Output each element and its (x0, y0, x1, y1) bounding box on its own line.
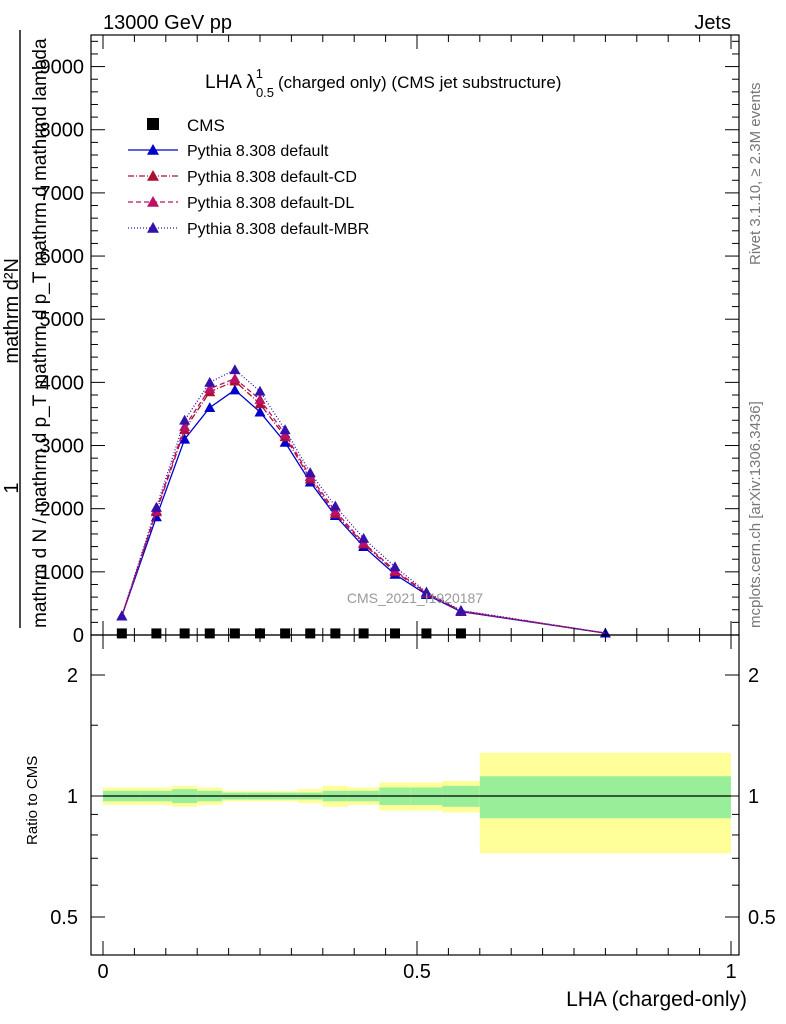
main-data-layer (116, 364, 611, 639)
ratio-y-tick-label: 2 (67, 665, 78, 687)
x-axis-label: LHA (charged-only) (566, 988, 747, 1011)
legend-label: Pythia 8.308 default (187, 143, 329, 160)
series-marker (279, 436, 291, 447)
series-marker (179, 421, 191, 431)
series-marker (150, 501, 162, 512)
cms-data-point (179, 628, 190, 639)
series-marker (329, 500, 341, 511)
series-marker (204, 383, 216, 394)
series-marker (179, 433, 191, 444)
ratio-frame (90, 634, 740, 956)
series-line (121, 377, 606, 634)
x-tick-label: 0.5 (403, 961, 431, 983)
cms-data-point (421, 628, 432, 639)
legend-marker (147, 222, 159, 233)
main-y-tick-label: 6000 (40, 246, 85, 268)
main-y-tick-label: 0 (73, 625, 84, 647)
legend-marker (147, 170, 159, 181)
cms-data-point (204, 628, 215, 639)
legend-label: Pythia 8.308 default-MBR (187, 221, 369, 238)
cms-data-point (305, 628, 316, 639)
legend: CMS Pythia 8.308 default Pythia 8.308 defa… (128, 116, 369, 238)
legend-label: Pythia 8.308 default-DL (187, 195, 354, 212)
main-y-axis-label: mathrm d²N 1 mathrm d N / mathrm d p_T m… (1, 30, 63, 628)
series-marker (179, 414, 191, 425)
ratio-y-tick-label-right: 2 (748, 665, 759, 687)
y-label-one: 1 (1, 482, 23, 493)
analysis-watermark: CMS_2021_I1920187 (347, 590, 483, 606)
plot-title-rest: (charged only) (CMS jet substructure) (278, 73, 561, 92)
ratio-y-tick-label-right: 0.5 (748, 907, 776, 929)
main-y-tick-label: 4000 (40, 372, 85, 394)
legend-label: CMS (187, 116, 225, 135)
y-label-denominator-overlay: mathrm d N / mathrm d p_T mathrm d p_T m… (42, 118, 63, 628)
y-label-numerator: mathrm d²N (1, 258, 23, 364)
legend-marker (147, 196, 159, 207)
x-tick-label: 1 (725, 961, 736, 983)
ratio-axes: 0 0.5 1 0.5 0.5 1 1 2 2 (50, 635, 776, 983)
mcplots-label: mcplots.cern.ch [arXiv:1306.3436] (747, 401, 764, 628)
ratio-y-tick-label: 0.5 (50, 907, 78, 929)
series-marker (254, 393, 266, 404)
plot-title: LHA λ1 0.5 (charged only) (CMS jet substru… (205, 66, 561, 100)
main-panel: 0 1000 2000 3000 4000 5000 6000 7000 8000 9000 LH… (1, 30, 740, 647)
legend-marker (147, 144, 159, 155)
cms-data-point (358, 628, 369, 639)
series-marker (358, 532, 370, 543)
series-marker (229, 384, 241, 395)
series-marker (254, 406, 266, 417)
cms-data-point (330, 628, 341, 639)
header-jets-label: Jets (694, 12, 731, 34)
plot-title-sub: 0.5 (256, 85, 274, 100)
main-y-tick-label: 5000 (40, 309, 85, 331)
legend-marker-cms (147, 118, 159, 130)
ratio-inner-band (479, 776, 731, 819)
main-y-tick-label: 1000 (40, 562, 85, 584)
rivet-version-label: Rivet 3.1.10, ≥ 2.3M events (747, 83, 764, 266)
series-marker (229, 364, 241, 375)
cms-data-point (455, 628, 466, 639)
header-energy-label: 13000 GeV pp (103, 12, 232, 34)
ratio-y-tick-label-right: 1 (748, 786, 759, 808)
series-marker (279, 424, 291, 435)
main-axes: 0 1000 2000 3000 4000 5000 6000 7000 8000 9000 (40, 35, 739, 647)
main-y-tick-label: 7000 (40, 183, 85, 205)
series-marker (204, 376, 216, 387)
series-line (121, 368, 606, 634)
main-y-tick-label: 9000 (40, 57, 85, 79)
cms-data-point (229, 628, 240, 639)
series-marker (329, 505, 341, 516)
ratio-band-layer (103, 752, 731, 854)
series-marker (420, 586, 432, 597)
series-marker (204, 402, 216, 413)
series-marker (254, 385, 266, 396)
main-y-tick-label: 8000 (40, 120, 85, 142)
ratio-y-tick-label: 1 (67, 786, 78, 808)
x-tick-label: 0 (97, 961, 108, 983)
plot-title-sup: 1 (256, 66, 263, 81)
cms-data-point (280, 628, 291, 639)
plot-title-main: LHA λ (205, 72, 256, 93)
series-marker (455, 604, 467, 615)
cms-data-point (116, 628, 127, 639)
ratio-panel: 0 0.5 1 0.5 0.5 1 1 2 2 Ratio to CMS LHA (charge… (24, 634, 776, 1011)
legend-label: Pythia 8.308 default-CD (187, 169, 357, 186)
series-marker (116, 610, 128, 621)
series-marker (304, 467, 316, 478)
cms-data-point (390, 628, 401, 639)
cms-data-point (151, 628, 162, 639)
series-marker (389, 561, 401, 572)
series-marker (229, 373, 241, 383)
y-label-denominator: mathrm d N / mathrm d p_T mathrm d p_T m… (30, 38, 51, 628)
main-y-tick-label: 2000 (40, 499, 85, 521)
main-y-tick-label: 3000 (40, 436, 85, 458)
ratio-y-axis-label: Ratio to CMS (24, 756, 41, 845)
